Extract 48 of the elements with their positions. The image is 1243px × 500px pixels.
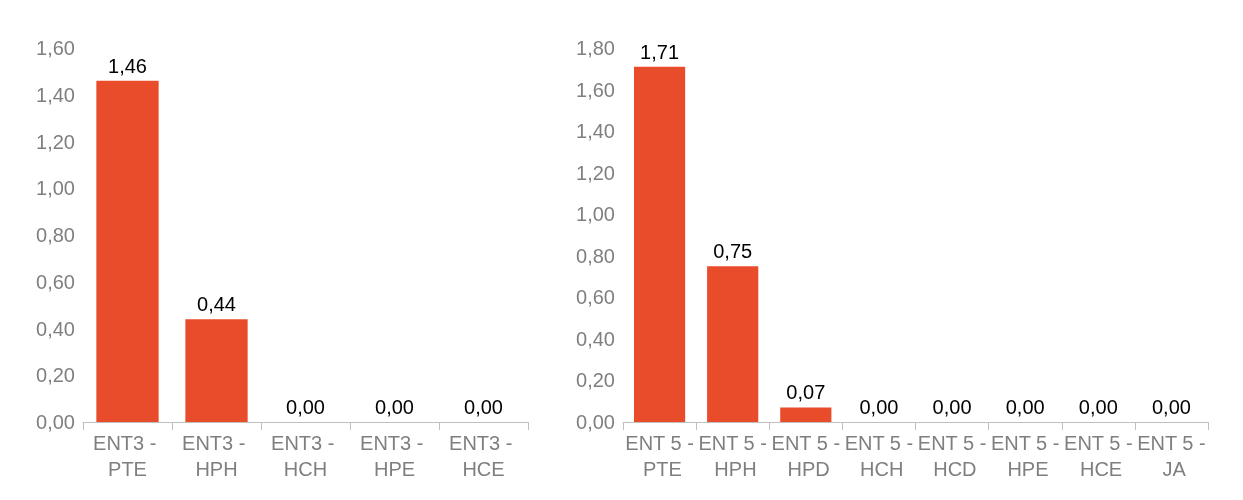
y-tick-label: 0,20 xyxy=(36,364,75,387)
y-tick-label: 1,80 xyxy=(576,37,615,59)
x-tick-label: ENT 5 - HCE xyxy=(1064,432,1133,480)
data-label: 0,00 xyxy=(464,396,503,418)
bar xyxy=(707,266,759,422)
x-tick-label: ENT 5 - PTE xyxy=(625,432,694,480)
y-tick-label: 1,60 xyxy=(576,78,615,101)
y-tick-label: 1,60 xyxy=(36,37,75,59)
data-label: 1,71 xyxy=(640,40,680,63)
x-tick-label: ENT 5 - HCD xyxy=(917,432,987,480)
y-tick-label: 1,40 xyxy=(36,83,75,106)
data-label: 0,00 xyxy=(375,396,414,418)
x-tick-label: ENT3 - HCE xyxy=(449,432,518,480)
y-tick-label: 1,20 xyxy=(36,130,75,153)
y-tick-label: 1,20 xyxy=(576,161,615,184)
y-tick-label: 0,80 xyxy=(36,224,75,246)
x-tick-label: ENT 5 - HPE xyxy=(990,432,1060,480)
data-label: 0,00 xyxy=(286,396,325,418)
y-tick-label: 0,00 xyxy=(36,411,75,433)
y-tick-label: 1,40 xyxy=(576,120,615,143)
y-tick-label: 0,80 xyxy=(576,244,615,267)
data-label: 0,00 xyxy=(1151,396,1191,418)
data-label: 0,75 xyxy=(713,240,753,263)
x-tick-label: ENT 5 - HPD xyxy=(771,432,841,480)
y-tick-label: 0,60 xyxy=(576,286,615,309)
y-tick-label: 0,40 xyxy=(36,317,75,340)
y-tick-label: 0,00 xyxy=(576,411,615,433)
x-tick-label: ENT3 - HCH xyxy=(271,432,340,480)
x-tick-label: ENT 5 - HPH xyxy=(698,432,767,480)
x-tick-label: ENT3 - PTE xyxy=(93,432,162,480)
x-tick-label: ENT 5 - HCH xyxy=(844,432,914,480)
data-label: 1,46 xyxy=(108,54,147,77)
data-label: 0,00 xyxy=(1078,396,1118,418)
data-label: 0,00 xyxy=(859,396,899,418)
data-label: 0,44 xyxy=(197,293,236,316)
bar xyxy=(780,407,832,422)
y-tick-label: 0,40 xyxy=(576,327,615,350)
data-label: 0,07 xyxy=(786,381,826,404)
y-tick-label: 0,20 xyxy=(576,369,615,392)
data-label: 0,00 xyxy=(1005,396,1045,418)
x-tick-label: ENT3 - HPH xyxy=(182,432,251,480)
y-tick-label: 1,00 xyxy=(576,203,615,226)
y-tick-label: 1,00 xyxy=(36,177,75,200)
y-tick-label: 0,60 xyxy=(36,270,75,293)
bar xyxy=(633,66,686,422)
x-tick-label: ENT 5 - JA xyxy=(1137,432,1206,480)
data-label: 0,00 xyxy=(932,396,972,418)
x-tick-label: ENT3 - HPE xyxy=(360,432,429,480)
